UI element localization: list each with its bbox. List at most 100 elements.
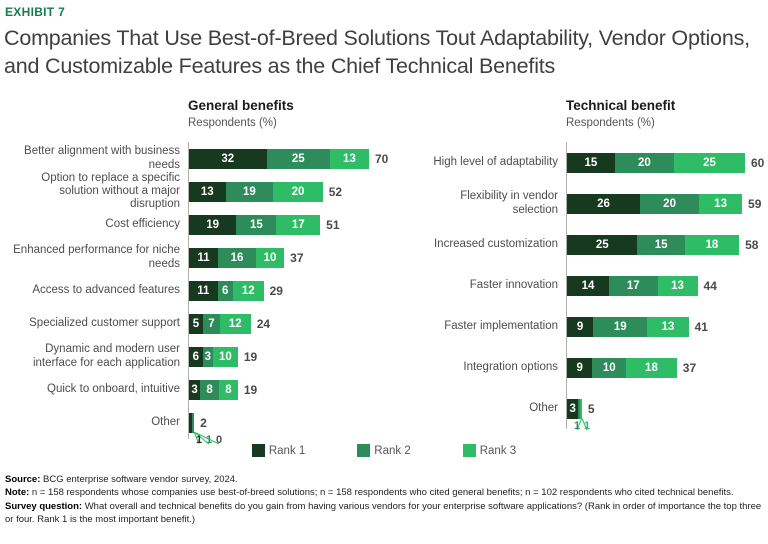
row-label: Enhanced performance for niche needs: [13, 244, 180, 270]
segment-value: 18: [705, 238, 719, 251]
legend-swatch: [462, 444, 476, 457]
total-value: 59: [748, 196, 762, 211]
row-label: Cost efficiency: [105, 217, 180, 230]
bar-track: 14 17 13 44: [566, 265, 768, 306]
bar-row: Specialized customer support 5 7 12 24: [8, 307, 414, 340]
bar-segment-rank2: 19: [593, 316, 648, 337]
row-label: Quick to onboard, intuitive: [47, 382, 180, 395]
bar-segment-rank3: 13: [647, 316, 689, 337]
stacked-bar: [189, 412, 195, 433]
segment-value: 12: [241, 284, 255, 297]
bar-row: High level of adaptability 15 20 25 60: [420, 142, 768, 183]
bar-track: 9 10 18 37: [566, 347, 768, 388]
bar-segment-rank1: 9: [567, 357, 593, 378]
footer-note: Note: n = 158 respondents whose companie…: [5, 487, 734, 499]
bar-row: Dynamic and modern user interface for ea…: [8, 340, 414, 373]
segment-value: 15: [249, 218, 263, 231]
total-value: 37: [290, 250, 304, 265]
total-value: 41: [694, 319, 708, 334]
total-value: 5: [587, 401, 595, 416]
chart-header: Technical benefit Respondents (%): [566, 96, 768, 142]
callout-value: 1: [574, 420, 581, 432]
bar-segment-rank2: [191, 412, 195, 433]
segment-value: 10: [602, 361, 616, 374]
bar-segment-rank3: 25: [674, 152, 745, 173]
segment-value: 25: [595, 238, 609, 251]
legend-label: Rank 3: [479, 444, 517, 457]
segment-value: 15: [584, 156, 598, 169]
bar-row: Faster implementation 9 19 13 41: [420, 306, 768, 347]
row-label: Faster implementation: [444, 319, 558, 332]
bar-track: 25 15 18 58: [566, 224, 768, 265]
legend: Rank 1 Rank 2 Rank 3: [0, 444, 768, 457]
segment-value: 8: [206, 383, 213, 396]
total-value: 52: [328, 184, 343, 199]
stacked-bar: 26 20 13: [567, 193, 743, 214]
segment-value: 15: [654, 238, 668, 251]
stacked-bar: 9 19 13: [567, 316, 689, 337]
legend-item-rank3: Rank 3: [462, 444, 517, 457]
callout-leader-lines: [576, 418, 588, 431]
bar-segment-rank3: 10: [255, 247, 285, 268]
bar-segment-rank3: 10: [212, 346, 238, 367]
bar-track: 11 16 10 37: [188, 241, 414, 274]
segment-value: 8: [225, 383, 232, 396]
segment-value: 6: [222, 284, 229, 297]
bar-segment-rank1: 26: [567, 193, 641, 214]
segment-value: 13: [714, 197, 727, 210]
legend-item-rank1: Rank 1: [251, 444, 306, 457]
row-label: Other: [151, 415, 180, 428]
total-value: 70: [375, 151, 389, 166]
bar-segment-rank1: 32: [189, 148, 267, 169]
bar-segment-rank2: 20: [614, 152, 675, 173]
bar-rows: High level of adaptability 15 20 25 60 Flexib…: [420, 142, 768, 432]
legend-swatch: [357, 444, 371, 457]
bar-segment-rank2: 15: [637, 234, 685, 255]
bar-row: Enhanced performance for niche needs 11 16…: [8, 241, 414, 274]
segment-value: 20: [663, 197, 676, 210]
total-value: 44: [703, 278, 717, 293]
bar-segment-rank3: 8: [218, 379, 238, 400]
segment-value: 26: [597, 197, 610, 210]
segment-value: 17: [291, 218, 305, 231]
stacked-bar: 25 15 18: [567, 234, 740, 255]
bar-row: Other 2 1 1 0: [8, 406, 414, 446]
segment-value: 5: [192, 317, 200, 330]
bar-segment-rank2: [578, 398, 581, 419]
stacked-bar: 5 7 12: [189, 313, 251, 334]
legend-label: Rank 1: [268, 444, 306, 457]
bar-row: Option to replace a specific solution wi…: [8, 172, 414, 210]
stacked-bar: 14 17 13: [567, 275, 698, 296]
segment-value: 13: [200, 185, 214, 198]
bar-segment-rank2: 8: [200, 379, 219, 400]
bar-segment-rank3: 13: [329, 148, 369, 169]
segment-value: 10: [218, 350, 232, 363]
segment-value: 18: [645, 361, 658, 374]
bar-segment-rank1: 3: [189, 379, 201, 400]
footer-survey-question: Survey question: What overall and techni…: [5, 500, 762, 526]
bar-segment-rank3: 18: [684, 234, 740, 255]
bar-segment-rank3: 13: [699, 193, 743, 214]
bar-segment-rank1: 5: [189, 313, 203, 334]
bar-segment-rank1: 15: [567, 152, 615, 173]
segment-value: 19: [613, 320, 627, 333]
segment-value: 13: [661, 320, 675, 333]
bar-segment-rank1: 25: [567, 234, 638, 255]
chart-subtitle: Respondents (%): [566, 117, 655, 129]
technical-benefit-chart: Technical benefit Respondents (%) High l…: [420, 96, 768, 432]
bar-track: 11 6 12 29: [188, 274, 414, 307]
chart-title: General benefits: [188, 98, 294, 113]
stacked-bar: 9 10 18: [567, 357, 677, 378]
total-value: 60: [751, 155, 765, 170]
stacked-bar: 11 16 10: [189, 247, 285, 268]
bar-segment-rank1: 11: [189, 247, 219, 268]
bar-segment-rank1: 3: [567, 398, 579, 419]
bar-segment-rank3: [580, 398, 582, 419]
row-label: Dynamic and modern user interface for ea…: [32, 343, 180, 369]
segment-value: 20: [637, 156, 651, 169]
bar-row: Integration options 9 10 18 37: [420, 347, 768, 388]
stacked-bar: 32 25 13: [189, 148, 369, 169]
row-label: Access to advanced features: [32, 283, 180, 296]
